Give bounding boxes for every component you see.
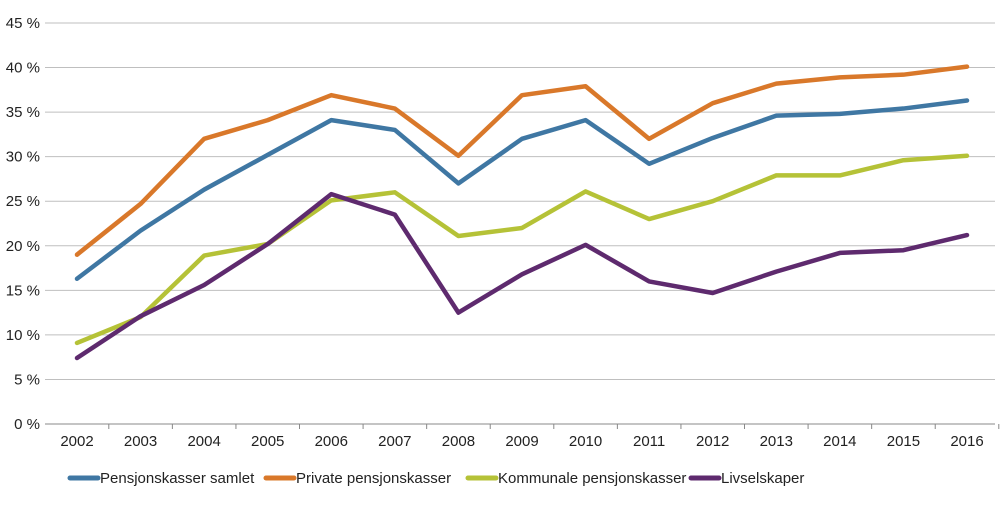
x-tick-label: 2013 <box>760 433 793 450</box>
legend-label: Pensjonskasser samlet <box>100 470 255 487</box>
x-tick-label: 2005 <box>251 433 284 450</box>
x-tick-label: 2006 <box>315 433 348 450</box>
y-tick-label: 45 % <box>6 15 40 32</box>
x-tick-label: 2011 <box>633 433 665 450</box>
legend-label: Private pensjonskasser <box>296 470 451 487</box>
y-tick-label: 25 % <box>6 193 40 210</box>
y-tick-label: 35 % <box>6 104 40 121</box>
y-tick-label: 10 % <box>6 327 40 344</box>
gridlines <box>45 22 995 425</box>
legend: Pensjonskasser samlet Private pensjonskas… <box>67 470 804 487</box>
x-tick-label: 2014 <box>823 433 856 450</box>
y-axis: 0 % 5 % 10 % 15 % 20 % 25 % 30 % 35 % 40 % 45 % <box>6 15 40 433</box>
y-tick-label: 20 % <box>6 238 40 255</box>
x-tick-label: 2010 <box>569 433 602 450</box>
x-tick-label: 2008 <box>442 433 475 450</box>
series-line-3 <box>74 191 970 361</box>
x-tick-label: 2016 <box>950 433 983 450</box>
x-tick-label: 2002 <box>60 433 93 450</box>
y-tick-label: 5 % <box>14 371 40 388</box>
series-lines <box>74 64 970 361</box>
y-tick-label: 0 % <box>14 416 40 433</box>
x-tick-label: 2009 <box>505 433 538 450</box>
y-tick-label: 40 % <box>6 60 40 77</box>
legend-label: Kommunale pensjonskasser <box>498 470 686 487</box>
x-tick-label: 2012 <box>696 433 729 450</box>
y-tick-label: 30 % <box>6 149 40 166</box>
x-tick-label: 2015 <box>887 433 920 450</box>
series-line-1 <box>74 64 970 257</box>
y-tick-label: 15 % <box>6 282 40 299</box>
x-tick-label: 2007 <box>378 433 411 450</box>
series-line-2 <box>74 153 970 346</box>
x-tick-label: 2003 <box>124 433 157 450</box>
legend-label: Livselskaper <box>721 470 804 487</box>
x-tick-label: 2004 <box>187 433 220 450</box>
x-axis: 2002 2003 2004 2005 2006 2007 2008 2009 2010 2011… <box>60 424 1000 450</box>
series-line-0 <box>74 98 970 281</box>
